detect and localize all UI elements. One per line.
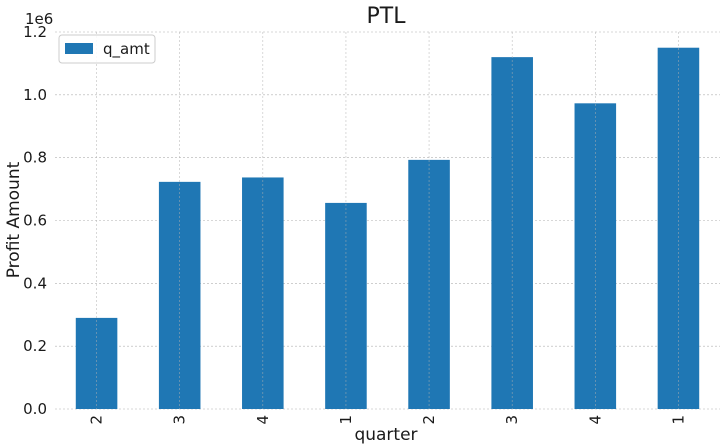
y-tick-label: 0.6 (23, 212, 47, 230)
y-axis-label: Profit Amount (4, 161, 24, 278)
y-tick-label: 0.2 (23, 337, 47, 355)
y-tick-label: 0.4 (23, 274, 47, 292)
chart-title: PTL (367, 4, 407, 29)
legend-swatch (65, 43, 93, 54)
x-tick-label: 1 (337, 415, 355, 425)
legend: q_amt (58, 34, 156, 64)
legend-box (58, 34, 156, 64)
x-tick-label: 2 (88, 415, 106, 425)
x-tick-label: 3 (171, 415, 189, 425)
x-tick-label: 1 (669, 415, 687, 425)
bar (75, 317, 118, 409)
vertical-grid (96, 32, 679, 409)
x-tick-label: 2 (420, 415, 438, 425)
x-axis-label: quarter (354, 425, 417, 445)
y-offset-label: 1e6 (25, 10, 53, 28)
y-axis-ticks: 0.0 0.2 0.4 0.6 0.8 1.0 1.2 (23, 23, 47, 418)
y-tick-label: 1.0 (23, 86, 47, 104)
grid (55, 31, 720, 410)
bar (158, 181, 201, 409)
y-tick-label: 0.0 (23, 400, 47, 418)
y-tick-label: 0.8 (23, 149, 47, 167)
x-axis-ticks: 2 3 4 1 2 3 4 1 (88, 415, 688, 425)
x-tick-label: 4 (254, 415, 272, 425)
bars (75, 47, 700, 410)
y-tick-label: 1.2 (23, 23, 47, 41)
x-tick-label: 4 (586, 415, 604, 425)
x-tick-label: 3 (503, 415, 521, 425)
legend-label: q_amt (103, 40, 150, 59)
